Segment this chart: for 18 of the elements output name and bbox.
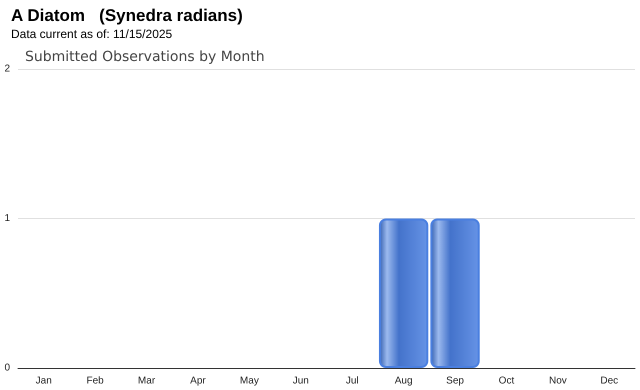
x-tick-label: May [240, 376, 259, 386]
text: Submitted Observations by Month [25, 49, 265, 65]
y-tick-label: 0 [4, 362, 10, 374]
x-tick-label: Nov [548, 376, 567, 386]
x-tick-label: Jul [346, 376, 359, 386]
x-tick-label: Oct [498, 376, 514, 386]
x-tick-label: Feb [86, 376, 104, 386]
y-tick-label: 2 [4, 64, 10, 74]
x-tick-label: Sep [446, 376, 464, 386]
chart-subtitle: Data current as of: 11/15/2025 [11, 27, 173, 41]
x-tick-label: Dec [600, 376, 618, 386]
x-tick-label: Jan [36, 376, 52, 386]
x-tick-label: Mar [138, 376, 156, 386]
x-tick-label: Aug [394, 376, 413, 386]
y-tick-label: 1 [4, 213, 10, 224]
chart-title: A Diatom (Synedra radians) [11, 6, 243, 25]
x-tick-label: Apr [190, 376, 206, 386]
x-tick-label: Jun [292, 376, 309, 386]
